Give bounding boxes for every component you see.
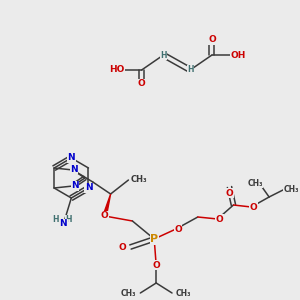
Text: O: O	[249, 202, 257, 211]
Text: P: P	[150, 234, 158, 244]
Text: H: H	[160, 50, 167, 59]
Text: CH₃: CH₃	[248, 178, 263, 188]
Text: OH: OH	[230, 50, 245, 59]
Text: CH₃: CH₃	[176, 289, 191, 298]
Text: N: N	[71, 182, 79, 190]
Text: O: O	[138, 80, 146, 88]
Text: CH₃: CH₃	[121, 289, 136, 298]
Text: O: O	[208, 35, 216, 44]
Text: O: O	[174, 224, 182, 233]
Text: O: O	[101, 212, 109, 220]
Text: H: H	[52, 215, 59, 224]
Text: N: N	[70, 164, 78, 173]
Text: O: O	[118, 242, 126, 251]
Text: CH₃: CH₃	[283, 184, 298, 194]
Text: H: H	[187, 65, 194, 74]
Text: N: N	[68, 154, 75, 163]
Text: O: O	[216, 214, 224, 224]
Text: HO: HO	[109, 65, 124, 74]
Text: N: N	[85, 184, 92, 193]
Text: CH₃: CH₃	[130, 176, 147, 184]
Text: O: O	[152, 260, 160, 269]
Text: O: O	[226, 188, 233, 197]
Text: H: H	[65, 215, 72, 224]
Polygon shape	[103, 194, 111, 217]
Text: N: N	[60, 220, 67, 229]
